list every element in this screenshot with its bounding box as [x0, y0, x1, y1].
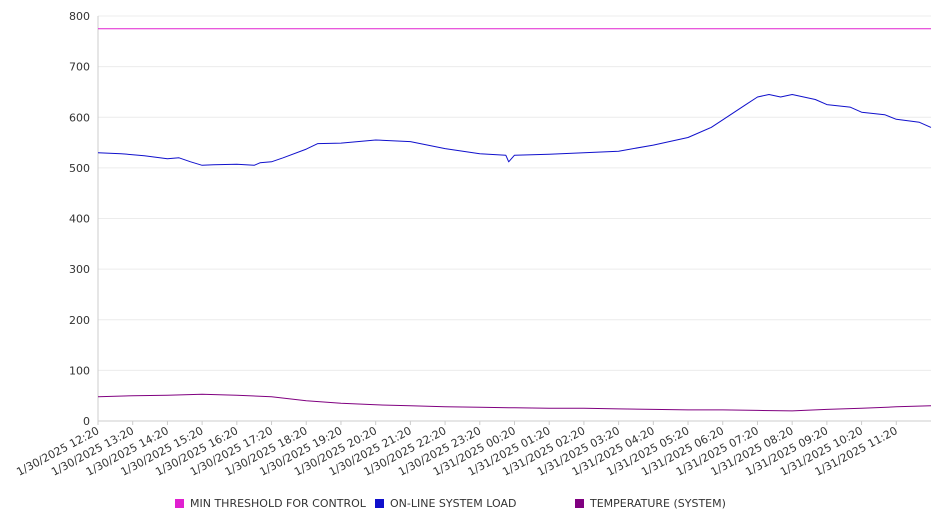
- y-tick-label: 500: [69, 162, 90, 175]
- legend-label-min-threshold: MIN THRESHOLD FOR CONTROL: [190, 497, 366, 510]
- legend-item-system-load[interactable]: ON-LINE SYSTEM LOAD: [375, 497, 516, 510]
- legend-swatch-temperature: [575, 499, 584, 508]
- y-tick-label: 700: [69, 61, 90, 74]
- gridlines: [98, 15, 931, 371]
- legend: MIN THRESHOLD FOR CONTROL ON-LINE SYSTEM…: [0, 497, 946, 515]
- x-tick-labels: 1/30/2025 12:201/30/2025 13:201/30/2025 …: [14, 421, 900, 479]
- legend-item-min-threshold[interactable]: MIN THRESHOLD FOR CONTROL: [175, 497, 366, 510]
- y-tick-label: 300: [69, 263, 90, 276]
- y-tick-label: 200: [69, 314, 90, 327]
- y-tick-labels: 0 100 200 300 400 500 600 700 800: [69, 10, 90, 428]
- y-tick-label: 800: [69, 10, 90, 23]
- y-tick-label: 400: [69, 213, 90, 226]
- legend-label-system-load: ON-LINE SYSTEM LOAD: [390, 497, 517, 510]
- y-tick-label: 0: [83, 415, 90, 428]
- series-line-system-load: [97, 94, 932, 166]
- y-tick-label: 600: [69, 111, 90, 124]
- series-lines: [97, 28, 932, 412]
- legend-label-temperature: TEMPERATURE (SYSTEM): [590, 497, 726, 510]
- legend-swatch-system-load: [375, 499, 384, 508]
- legend-item-temperature[interactable]: TEMPERATURE (SYSTEM): [575, 497, 726, 510]
- y-tick-label: 100: [69, 364, 90, 377]
- series-line-temperature: [97, 393, 932, 412]
- legend-swatch-min-threshold: [175, 499, 184, 508]
